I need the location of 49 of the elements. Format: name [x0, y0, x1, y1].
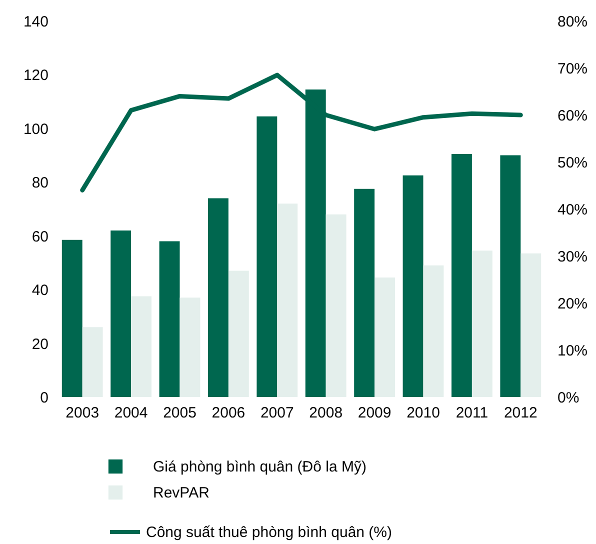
- bar: [159, 241, 180, 397]
- bar: [131, 296, 152, 397]
- bar: [82, 327, 103, 397]
- y-tick-label: 40: [32, 282, 48, 300]
- bar: [451, 154, 472, 397]
- x-tick-label: 2012: [504, 404, 538, 422]
- bar: [208, 198, 228, 397]
- bar: [472, 250, 492, 397]
- x-tick-label: 2005: [163, 404, 196, 422]
- bar: [277, 204, 298, 397]
- y2-tick-label: 80%: [558, 14, 588, 30]
- x-tick-label: 2009: [358, 404, 392, 422]
- y2-tick-label: 0%: [558, 390, 580, 406]
- bar: [228, 270, 249, 397]
- x-tick-label: 2011: [456, 404, 488, 422]
- bar: [110, 230, 132, 397]
- y-tick-label: 0: [40, 390, 48, 406]
- x-tick-label: 2010: [406, 404, 440, 422]
- y2-tick-label: 70%: [558, 60, 588, 78]
- x-tick-label: 2004: [114, 404, 148, 422]
- bar: [354, 188, 375, 397]
- y2-tick-label: 30%: [558, 248, 588, 266]
- bar: [326, 214, 346, 397]
- y-tick-label: 20: [32, 336, 48, 353]
- legend-label: RevPAR: [153, 484, 210, 502]
- x-tick-label: 2006: [212, 404, 246, 422]
- y-tick-label: 100: [23, 120, 48, 138]
- y2-tick-label: 20%: [558, 296, 588, 312]
- legend-label: Công suất thuê phòng bình quân (%): [146, 524, 392, 541]
- y-tick-label: 140: [23, 14, 48, 30]
- bar: [62, 240, 82, 397]
- y2-tick-label: 40%: [558, 202, 588, 218]
- legend-label: Giá phòng bình quân (Đô la Mỹ): [153, 458, 366, 476]
- y2-tick-label: 50%: [558, 154, 588, 172]
- bar: [520, 253, 542, 397]
- x-tick-label: 2003: [66, 404, 100, 422]
- x-tick-label: 2007: [260, 404, 294, 422]
- bar: [180, 298, 200, 397]
- bar: [374, 277, 396, 397]
- y-tick-label: 120: [23, 67, 48, 84]
- y-tick-label: 60: [32, 228, 48, 246]
- y2-tick-label: 10%: [558, 342, 588, 360]
- bar: [402, 175, 424, 397]
- bar: [500, 155, 521, 397]
- x-tick-label: 2008: [309, 404, 343, 422]
- y-tick-label: 80: [32, 174, 48, 192]
- y2-tick-label: 60%: [558, 108, 588, 124]
- bar: [256, 116, 278, 397]
- bar: [423, 265, 444, 397]
